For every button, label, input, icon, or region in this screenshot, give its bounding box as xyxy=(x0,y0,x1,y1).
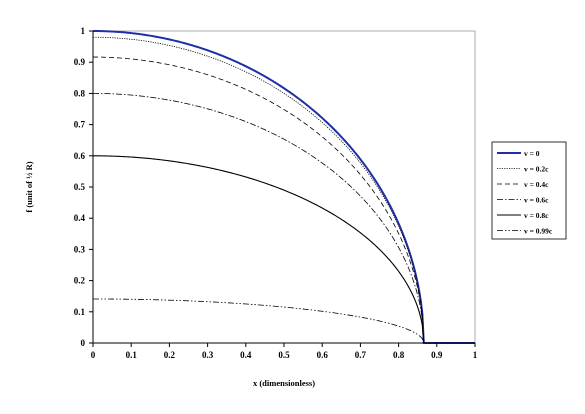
y-tick-label: 0.5 xyxy=(74,182,86,192)
legend-label: v = 0 xyxy=(524,149,540,158)
series-line-3 xyxy=(93,93,475,344)
y-tick-label: 0.4 xyxy=(74,213,86,223)
series-line-4 xyxy=(93,155,475,344)
x-tick-label: 0.3 xyxy=(202,350,214,360)
series-line-0 xyxy=(93,30,475,344)
legend-items: v = 0 v = 0.2c v = 0.4c v = 0.6c v = 0.8c v =… xyxy=(497,149,553,236)
y-tick-label: 0.1 xyxy=(74,307,86,317)
series-line-2 xyxy=(93,56,475,344)
y-tick-label: 1 xyxy=(81,26,86,36)
x-axis-title: x (dimensionless) xyxy=(253,378,315,388)
y-axis-ticks: 0 0.1 0.2 0.3 0.4 0.5 0.6 0.7 0.8 0.9 1 xyxy=(74,26,93,348)
x-axis-ticks: 0 0.1 0.2 0.3 0.4 0.5 0.6 0.7 0.8 0.9 1 xyxy=(91,343,478,360)
legend: v = 0 v = 0.2c v = 0.4c v = 0.6c v = 0.8c v =… xyxy=(491,141,567,240)
legend-label: v = 0.6c xyxy=(524,196,549,205)
legend-box xyxy=(491,141,567,240)
legend-label: v = 0.4c xyxy=(524,180,549,189)
x-tick-label: 0.1 xyxy=(126,350,138,360)
y-tick-label: 0.2 xyxy=(74,276,86,286)
x-tick-label: 0.8 xyxy=(393,350,405,360)
series-line-1 xyxy=(93,36,475,344)
x-tick-label: 0.9 xyxy=(431,350,443,360)
y-tick-label: 0.6 xyxy=(74,151,86,161)
x-tick-label: 0.6 xyxy=(317,350,329,360)
y-axis-title: f (unit of ½ R) xyxy=(24,161,34,212)
x-tick-label: 0.7 xyxy=(355,350,367,360)
x-tick-label: 0.4 xyxy=(240,350,252,360)
y-tick-label: 0.9 xyxy=(74,57,86,67)
legend-label: v = 0.8c xyxy=(524,211,549,220)
y-tick-label: 0 xyxy=(81,338,86,348)
legend-label: v = 0.2c xyxy=(524,165,549,174)
y-tick-label: 0.8 xyxy=(74,88,86,98)
x-tick-label: 1 xyxy=(473,350,478,360)
series-line-5 xyxy=(93,298,475,344)
legend-label: v = 0.99c xyxy=(524,227,553,236)
x-tick-label: 0 xyxy=(91,350,96,360)
y-tick-label: 0.7 xyxy=(74,120,86,130)
x-tick-label: 0.5 xyxy=(278,350,290,360)
y-tick-label: 0.3 xyxy=(74,244,86,254)
series-layer xyxy=(93,30,475,344)
x-tick-label: 0.2 xyxy=(164,350,176,360)
